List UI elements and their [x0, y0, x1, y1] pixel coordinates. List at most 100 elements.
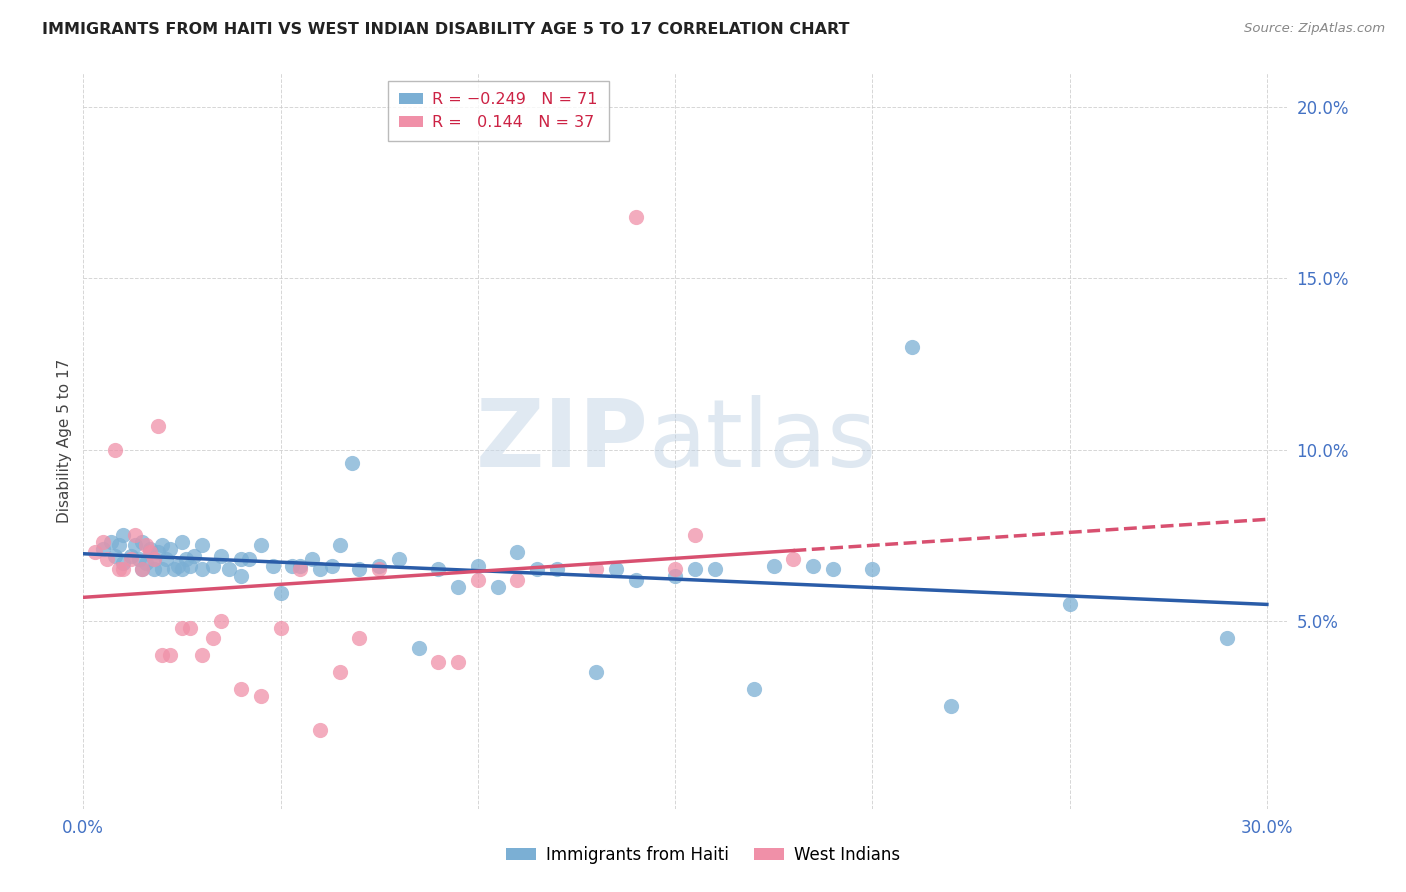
- Point: [190, 562, 212, 576]
- Point: [124, 528, 146, 542]
- Point: [309, 562, 332, 576]
- Point: [262, 559, 284, 574]
- Point: [329, 665, 352, 680]
- Point: [163, 562, 186, 576]
- Text: IMMIGRANTS FROM HAITI VS WEST INDIAN DISABILITY AGE 5 TO 17 CORRELATION CHART: IMMIGRANTS FROM HAITI VS WEST INDIAN DIS…: [42, 22, 849, 37]
- Point: [179, 559, 201, 574]
- Point: [585, 665, 607, 680]
- Point: [111, 528, 134, 542]
- Point: [408, 641, 430, 656]
- Text: atlas: atlas: [648, 395, 877, 487]
- Point: [104, 442, 127, 457]
- Point: [150, 562, 173, 576]
- Point: [135, 556, 157, 570]
- Point: [368, 559, 391, 574]
- Point: [270, 621, 292, 635]
- Point: [131, 535, 153, 549]
- Point: [329, 539, 352, 553]
- Point: [782, 552, 804, 566]
- Legend: Immigrants from Haiti, West Indians: Immigrants from Haiti, West Indians: [499, 839, 907, 871]
- Point: [368, 562, 391, 576]
- Point: [270, 586, 292, 600]
- Point: [281, 559, 304, 574]
- Point: [96, 552, 118, 566]
- Point: [159, 541, 181, 556]
- Point: [139, 545, 162, 559]
- Point: [546, 562, 568, 576]
- Point: [190, 648, 212, 662]
- Point: [901, 340, 924, 354]
- Point: [301, 552, 323, 566]
- Point: [238, 552, 260, 566]
- Point: [150, 539, 173, 553]
- Point: [107, 562, 129, 576]
- Point: [427, 655, 450, 669]
- Point: [107, 539, 129, 553]
- Point: [321, 559, 343, 574]
- Text: Source: ZipAtlas.com: Source: ZipAtlas.com: [1244, 22, 1385, 36]
- Point: [340, 456, 363, 470]
- Point: [388, 552, 411, 566]
- Point: [467, 573, 489, 587]
- Point: [170, 535, 193, 549]
- Point: [143, 552, 166, 566]
- Point: [349, 562, 371, 576]
- Point: [111, 556, 134, 570]
- Point: [683, 528, 706, 542]
- Point: [229, 682, 252, 697]
- Point: [664, 569, 686, 583]
- Point: [91, 535, 114, 549]
- Point: [120, 549, 142, 563]
- Point: [506, 545, 529, 559]
- Point: [100, 535, 122, 549]
- Point: [506, 573, 529, 587]
- Point: [309, 723, 332, 738]
- Point: [104, 549, 127, 563]
- Point: [703, 562, 725, 576]
- Point: [128, 552, 150, 566]
- Point: [664, 562, 686, 576]
- Point: [183, 549, 205, 563]
- Point: [427, 562, 450, 576]
- Point: [190, 539, 212, 553]
- Point: [202, 631, 225, 645]
- Point: [179, 621, 201, 635]
- Point: [250, 689, 273, 703]
- Point: [131, 562, 153, 576]
- Point: [167, 559, 190, 574]
- Point: [1216, 631, 1239, 645]
- Point: [148, 418, 170, 433]
- Point: [624, 573, 647, 587]
- Point: [486, 580, 509, 594]
- Point: [229, 569, 252, 583]
- Point: [170, 562, 193, 576]
- Point: [139, 541, 162, 556]
- Point: [467, 559, 489, 574]
- Point: [349, 631, 371, 645]
- Point: [229, 552, 252, 566]
- Point: [148, 545, 170, 559]
- Point: [159, 648, 181, 662]
- Point: [143, 562, 166, 576]
- Point: [683, 562, 706, 576]
- Point: [585, 562, 607, 576]
- Point: [860, 562, 883, 576]
- Point: [84, 545, 107, 559]
- Point: [218, 562, 240, 576]
- Point: [120, 552, 142, 566]
- Point: [290, 559, 312, 574]
- Point: [605, 562, 627, 576]
- Point: [131, 562, 153, 576]
- Text: ZIP: ZIP: [477, 395, 648, 487]
- Point: [174, 552, 197, 566]
- Point: [941, 699, 963, 714]
- Point: [91, 541, 114, 556]
- Point: [124, 539, 146, 553]
- Point: [1059, 597, 1081, 611]
- Legend: R = −0.249   N = 71, R =   0.144   N = 37: R = −0.249 N = 71, R = 0.144 N = 37: [388, 81, 609, 141]
- Point: [170, 621, 193, 635]
- Point: [209, 614, 232, 628]
- Point: [150, 648, 173, 662]
- Point: [624, 210, 647, 224]
- Point: [135, 539, 157, 553]
